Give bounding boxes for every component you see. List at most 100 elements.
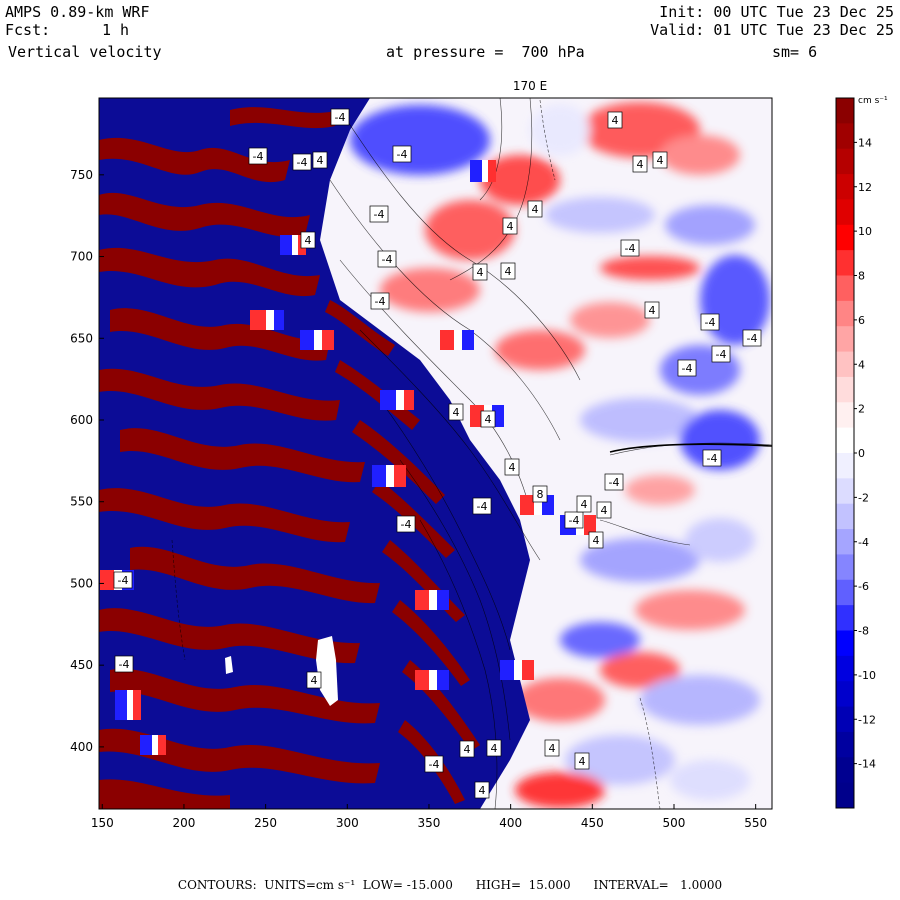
x-tick-label: 150 xyxy=(91,816,114,830)
svg-text:4: 4 xyxy=(453,406,460,419)
contour-value-label: 4 xyxy=(596,501,612,519)
colorbar-tick-label: -12 xyxy=(858,713,876,726)
forecast-label: Fcst: xyxy=(5,21,51,39)
svg-text:-4: -4 xyxy=(609,476,620,489)
contour-value-label: -4 xyxy=(604,473,624,491)
colorbar-tick-label: 10 xyxy=(858,225,872,238)
contour-value-label: 4 xyxy=(474,781,490,799)
svg-text:-4: -4 xyxy=(625,242,636,255)
colorbar-swatch xyxy=(836,757,854,784)
contour-value-label: -4 xyxy=(392,145,412,163)
contour-value-label: 4 xyxy=(527,200,543,218)
colorbar-tick-label: -2 xyxy=(858,491,869,504)
colorbar-swatch xyxy=(836,351,854,378)
svg-text:4: 4 xyxy=(305,234,312,247)
svg-text:-4: -4 xyxy=(705,316,716,329)
svg-text:4: 4 xyxy=(507,220,514,233)
colorbar-swatch xyxy=(836,300,854,327)
contour-value-label: 4 xyxy=(448,403,464,421)
svg-text:-4: -4 xyxy=(253,150,264,163)
colorbar-swatch xyxy=(836,655,854,682)
colorbar-tick-label: 8 xyxy=(858,270,865,283)
contour-value-label: -4 xyxy=(292,153,312,171)
contour-value-label: -4 xyxy=(114,655,134,673)
svg-text:4: 4 xyxy=(505,265,512,278)
colorbar-tick-label: -6 xyxy=(858,580,869,593)
svg-text:4: 4 xyxy=(581,498,588,511)
plot-frame xyxy=(98,97,773,810)
svg-text:-4: -4 xyxy=(429,758,440,771)
colorbar-tick-label: 12 xyxy=(858,181,872,194)
svg-text:4: 4 xyxy=(509,461,516,474)
y-tick-label: 500 xyxy=(70,576,93,590)
svg-text:-4: -4 xyxy=(382,253,393,266)
contour-value-label: 8 xyxy=(532,485,548,503)
contour-value-label: -4 xyxy=(742,329,762,347)
contour-value-label: 4 xyxy=(500,262,516,280)
svg-text:4: 4 xyxy=(485,413,492,426)
contour-value-label: 4 xyxy=(632,155,648,173)
forecast-hour: 1 h xyxy=(102,21,130,39)
contour-value-label: -4 xyxy=(113,571,133,589)
colorbar-swatch xyxy=(836,123,854,150)
y-tick-label: 450 xyxy=(70,658,93,672)
valid-time: Valid: 01 UTC Tue 23 Dec 25 xyxy=(650,21,894,39)
svg-text:4: 4 xyxy=(479,784,486,797)
svg-text:-4: -4 xyxy=(569,514,580,527)
colorbar-swatch xyxy=(836,782,854,809)
colorbar-swatch xyxy=(836,250,854,276)
colorbar-units: cm s⁻¹ xyxy=(858,96,888,106)
colorbar-swatch xyxy=(836,554,854,581)
contour-value-label: -4 xyxy=(330,108,350,126)
svg-text:4: 4 xyxy=(593,534,600,547)
y-tick-label: 750 xyxy=(70,168,93,182)
colorbar-swatch xyxy=(836,453,854,479)
contour-value-label: -4 xyxy=(472,497,492,515)
colorbar-swatch xyxy=(836,98,854,124)
svg-text:4: 4 xyxy=(491,742,498,755)
contours-footer: CONTOURS: UNITS=cm s⁻¹ LOW= -15.000 HIGH… xyxy=(177,878,723,892)
colorbar-tick-label: 2 xyxy=(858,403,865,416)
x-tick-label: 200 xyxy=(172,816,195,830)
y-tick-label: 550 xyxy=(70,495,93,509)
svg-text:-4: -4 xyxy=(707,452,718,465)
contour-value-label: 4 xyxy=(576,495,592,513)
colorbar-swatch xyxy=(836,148,854,175)
colorbar-swatch xyxy=(836,376,854,403)
colorbar-swatch xyxy=(836,427,854,454)
contour-value-label: 4 xyxy=(312,151,328,169)
x-tick-label: 250 xyxy=(254,816,277,830)
svg-text:-4: -4 xyxy=(716,348,727,361)
svg-text:4: 4 xyxy=(612,114,619,127)
contour-value-label: -4 xyxy=(248,147,268,165)
svg-text:-4: -4 xyxy=(401,518,412,531)
x-tick-label: 300 xyxy=(336,816,359,830)
svg-text:4: 4 xyxy=(549,742,556,755)
x-tick-label: 400 xyxy=(499,816,522,830)
x-axis: 150 200 250 300 350 400 450 500 550 xyxy=(91,804,767,830)
y-tick-label: 700 xyxy=(70,250,93,264)
meridian-label: 170 E xyxy=(513,79,547,93)
contour-value-label: -4 xyxy=(677,359,697,377)
colorbar-tick-label: -10 xyxy=(858,669,876,682)
colorbar-tick-label: -14 xyxy=(858,758,876,771)
contour-value-label: -4 xyxy=(711,345,731,363)
colorbar-tick-label: -8 xyxy=(858,625,869,638)
colorbar xyxy=(835,97,855,809)
colorbar-tick-label: 0 xyxy=(858,447,865,460)
contour-value-label: 4 xyxy=(588,531,604,549)
pressure-level: at pressure = 700 hPa xyxy=(386,43,585,61)
colorbar-tick-label: 4 xyxy=(858,358,865,371)
svg-text:-4: -4 xyxy=(682,362,693,375)
svg-text:-4: -4 xyxy=(477,500,488,513)
y-tick-label: 400 xyxy=(70,740,93,754)
svg-text:4: 4 xyxy=(532,203,539,216)
contour-value-label: 4 xyxy=(607,111,623,129)
colorbar-swatch xyxy=(836,681,854,708)
y-tick-label: 600 xyxy=(70,413,93,427)
contour-value-label: 4 xyxy=(480,410,496,428)
svg-text:4: 4 xyxy=(311,674,318,687)
contour-value-label: -4 xyxy=(620,239,640,257)
